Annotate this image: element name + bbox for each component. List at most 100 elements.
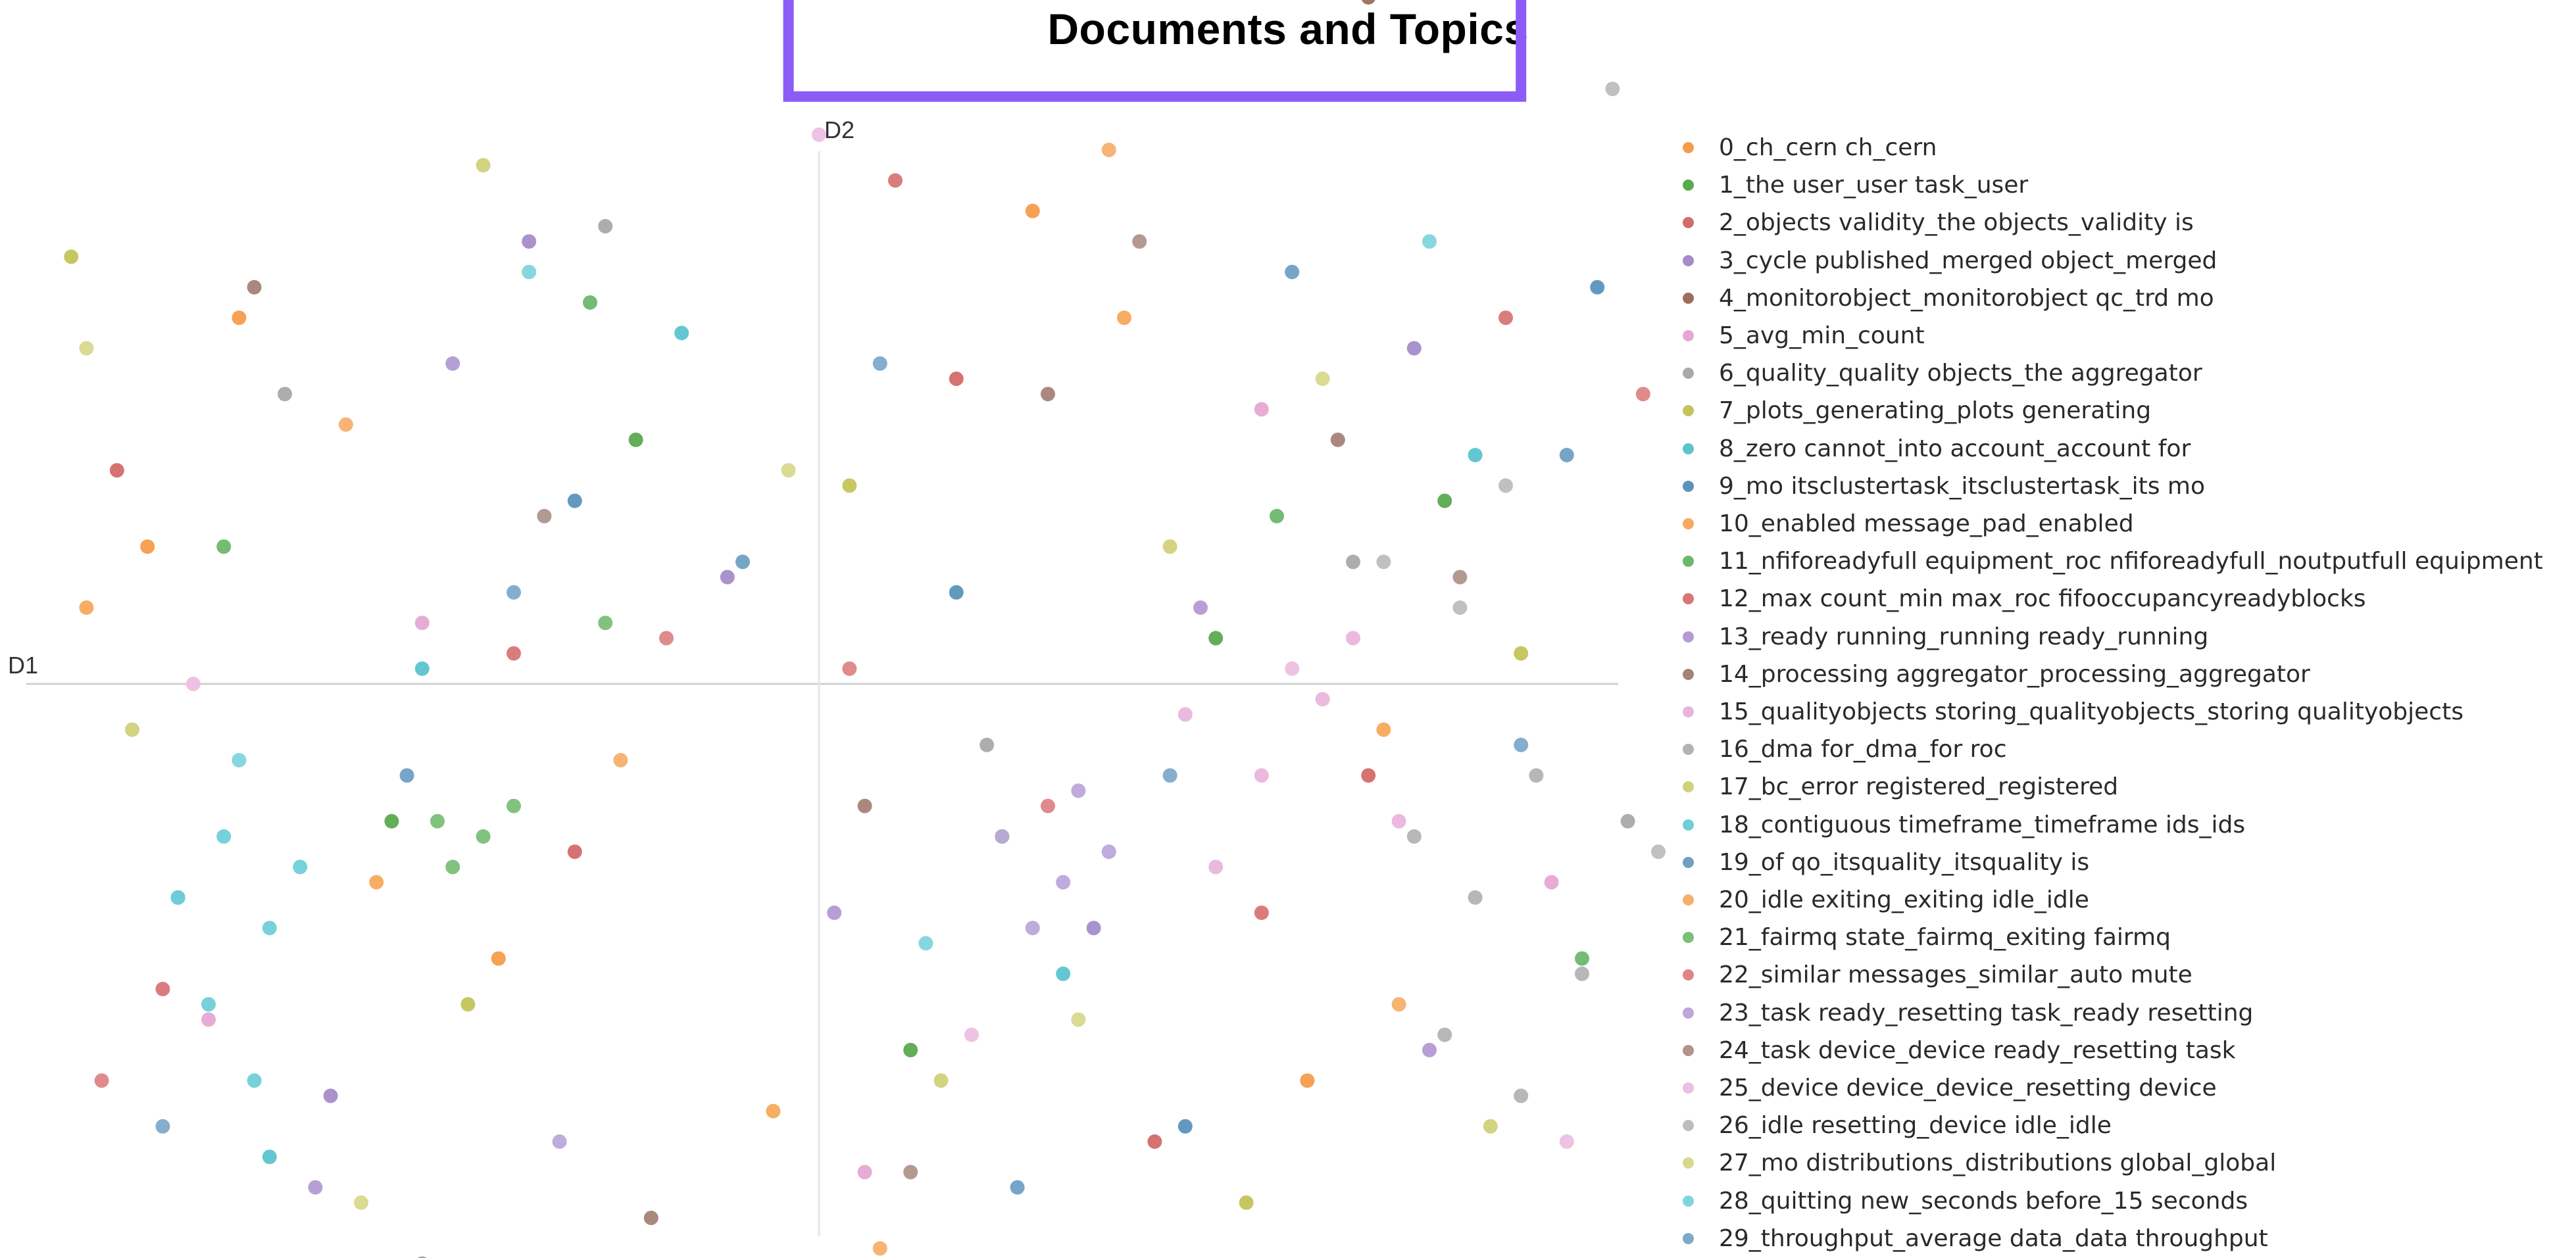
- data-point[interactable]: [232, 310, 247, 326]
- data-point[interactable]: [415, 1256, 430, 1258]
- data-point[interactable]: [323, 1088, 338, 1103]
- data-point[interactable]: [1346, 631, 1360, 646]
- data-point[interactable]: [1605, 82, 1620, 97]
- data-point[interactable]: [1162, 539, 1177, 554]
- data-point[interactable]: [1330, 432, 1345, 447]
- data-point[interactable]: [1391, 813, 1406, 829]
- data-point[interactable]: [857, 1165, 872, 1180]
- data-point[interactable]: [79, 600, 94, 615]
- data-point[interactable]: [155, 1119, 170, 1134]
- data-point[interactable]: [79, 341, 94, 356]
- data-point[interactable]: [278, 387, 292, 402]
- data-point[interactable]: [354, 1195, 368, 1210]
- legend-item[interactable]: 9_mo itsclustertask_itsclustertask_its m…: [1677, 468, 2572, 505]
- data-point[interactable]: [1285, 264, 1300, 279]
- data-point[interactable]: [1483, 1119, 1498, 1134]
- data-point[interactable]: [659, 631, 674, 646]
- legend-item[interactable]: 27_mo distributions_distributions global…: [1677, 1144, 2572, 1182]
- data-point[interactable]: [1177, 707, 1193, 722]
- data-point[interactable]: [872, 1241, 887, 1256]
- data-point[interactable]: [1208, 631, 1224, 646]
- data-point[interactable]: [293, 859, 308, 875]
- data-point[interactable]: [1559, 1134, 1574, 1149]
- data-point[interactable]: [140, 539, 155, 554]
- legend-item[interactable]: 17_bc_error registered_registered: [1677, 768, 2572, 806]
- data-point[interactable]: [414, 661, 430, 676]
- data-point[interactable]: [384, 813, 399, 829]
- data-point[interactable]: [1147, 1134, 1162, 1149]
- legend-item[interactable]: 6_quality_quality objects_the aggregator: [1677, 354, 2572, 392]
- data-point[interactable]: [1025, 203, 1040, 218]
- legend-item[interactable]: 24_task device_device ready_resetting ta…: [1677, 1032, 2572, 1069]
- data-point[interactable]: [1315, 692, 1330, 707]
- data-point[interactable]: [918, 936, 933, 951]
- data-point[interactable]: [247, 1073, 262, 1088]
- legend-item[interactable]: 19_of qo_itsquality_itsquality is: [1677, 844, 2572, 881]
- legend-item[interactable]: 4_monitorobject_monitorobject qc_trd mo: [1677, 279, 2572, 317]
- data-point[interactable]: [857, 798, 872, 813]
- legend-item[interactable]: 14_processing aggregator_processing_aggr…: [1677, 656, 2572, 693]
- legend-item[interactable]: 3_cycle published_merged object_merged: [1677, 242, 2572, 279]
- data-point[interactable]: [1499, 310, 1513, 326]
- legend-item[interactable]: 5_avg_min_count: [1677, 317, 2572, 354]
- data-point[interactable]: [1635, 387, 1650, 402]
- data-point[interactable]: [1041, 798, 1055, 813]
- data-point[interactable]: [598, 616, 613, 631]
- data-point[interactable]: [1239, 1195, 1254, 1210]
- data-point[interactable]: [491, 951, 506, 966]
- data-point[interactable]: [872, 356, 887, 371]
- data-point[interactable]: [1162, 768, 1177, 783]
- data-point[interactable]: [232, 753, 247, 767]
- data-point[interactable]: [507, 798, 521, 813]
- data-point[interactable]: [1071, 1012, 1086, 1027]
- data-point[interactable]: [1376, 722, 1391, 737]
- legend-item[interactable]: 12_max count_min max_roc fifooccupancyre…: [1677, 580, 2572, 617]
- data-point[interactable]: [995, 829, 1010, 844]
- data-point[interactable]: [567, 844, 582, 859]
- data-point[interactable]: [1437, 1027, 1452, 1042]
- data-point[interactable]: [1071, 783, 1086, 798]
- data-point[interactable]: [155, 982, 170, 996]
- data-point[interactable]: [1452, 600, 1468, 615]
- data-point[interactable]: [735, 554, 750, 569]
- data-point[interactable]: [1514, 646, 1529, 661]
- data-point[interactable]: [1025, 921, 1040, 936]
- data-point[interactable]: [201, 997, 216, 1012]
- legend-item[interactable]: 22_similar messages_similar_auto mute: [1677, 956, 2572, 994]
- data-point[interactable]: [781, 463, 796, 478]
- legend-item[interactable]: 11_nfiforeadyfull equipment_roc nfiforea…: [1677, 543, 2572, 580]
- data-point[interactable]: [949, 585, 964, 600]
- data-point[interactable]: [445, 356, 460, 371]
- data-point[interactable]: [552, 1134, 567, 1149]
- legend-item[interactable]: 21_fairmq state_fairmq_exiting fairmq: [1677, 919, 2572, 956]
- data-point[interactable]: [522, 264, 537, 279]
- legend-item[interactable]: 26_idle resetting_device idle_idle: [1677, 1107, 2572, 1144]
- data-point[interactable]: [1101, 143, 1116, 157]
- legend-item[interactable]: 10_enabled message_pad_enabled: [1677, 505, 2572, 543]
- data-point[interactable]: [369, 875, 384, 890]
- data-point[interactable]: [1056, 966, 1071, 981]
- data-point[interactable]: [1300, 1073, 1315, 1088]
- data-point[interactable]: [1468, 890, 1483, 905]
- legend-item[interactable]: 23_task ready_resetting task_ready reset…: [1677, 994, 2572, 1032]
- data-point[interactable]: [476, 158, 491, 173]
- data-point[interactable]: [1437, 493, 1452, 508]
- data-point[interactable]: [1254, 906, 1269, 920]
- data-point[interactable]: [94, 1073, 109, 1088]
- data-point[interactable]: [1575, 966, 1589, 981]
- data-point[interactable]: [567, 493, 582, 508]
- data-point[interactable]: [1270, 508, 1284, 523]
- data-point[interactable]: [812, 127, 826, 142]
- data-point[interactable]: [262, 921, 277, 936]
- data-point[interactable]: [460, 997, 476, 1012]
- data-point[interactable]: [507, 585, 521, 600]
- data-point[interactable]: [643, 1211, 658, 1225]
- legend-item[interactable]: 13_ready running_running ready_running: [1677, 618, 2572, 656]
- data-point[interactable]: [414, 616, 430, 631]
- legend-item[interactable]: 7_plots_generating_plots generating: [1677, 392, 2572, 429]
- legend-item[interactable]: 0_ch_cern ch_cern: [1677, 129, 2572, 166]
- data-point[interactable]: [507, 646, 521, 661]
- data-point[interactable]: [109, 463, 124, 478]
- data-point[interactable]: [583, 295, 597, 310]
- data-point[interactable]: [445, 859, 460, 875]
